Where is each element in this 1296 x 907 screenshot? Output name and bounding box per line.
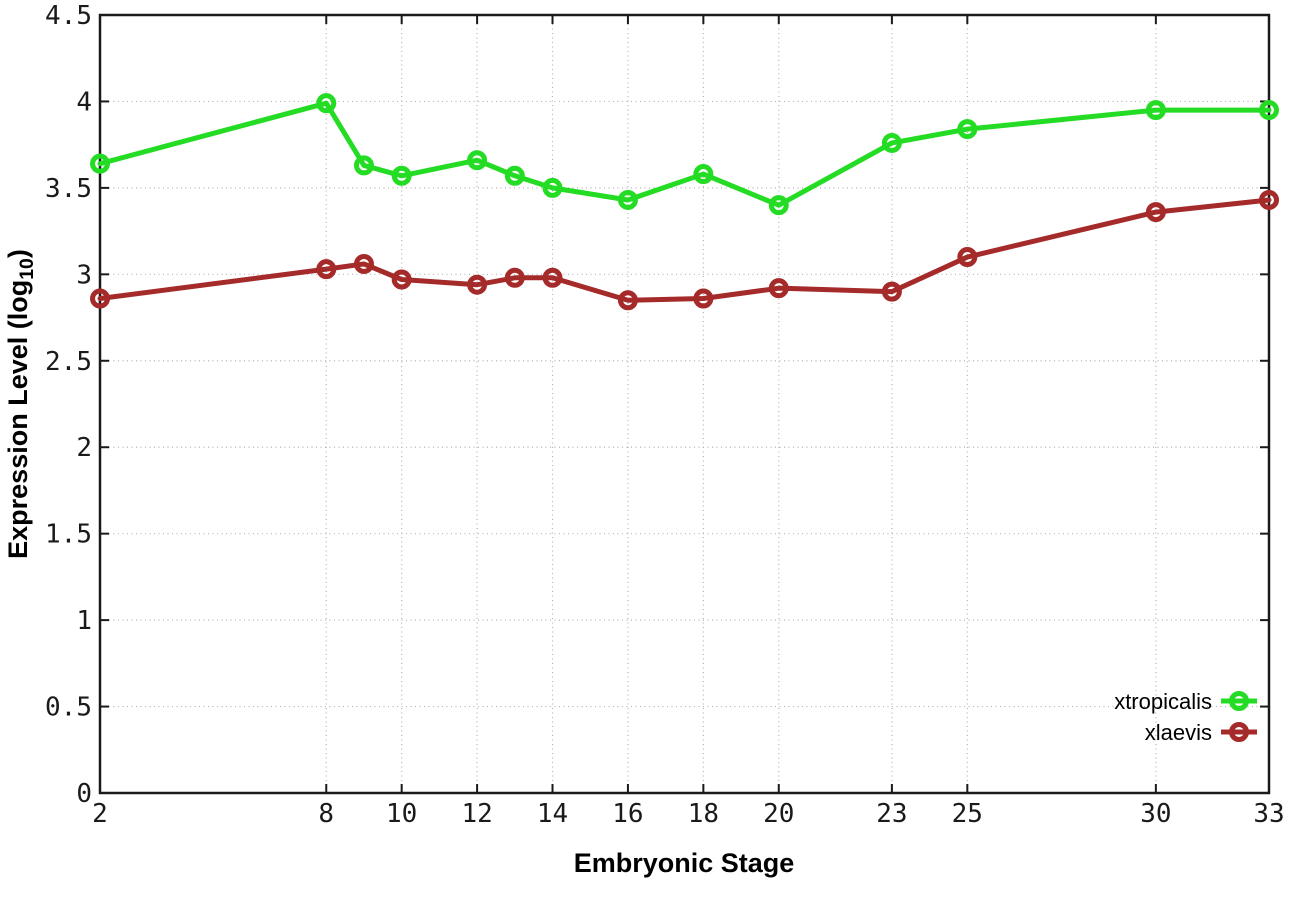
data-point-xtropicalis bbox=[391, 165, 412, 186]
data-point-xtropicalis bbox=[881, 132, 902, 153]
data-point-xtropicalis bbox=[957, 119, 978, 140]
data-point-xlaevis bbox=[693, 288, 714, 309]
legend-label: xlaevis bbox=[1145, 720, 1212, 745]
y-tick-label: 2 bbox=[76, 433, 92, 463]
y-tick-label: 3.5 bbox=[45, 174, 92, 204]
series-line-xtropicalis bbox=[97, 100, 1272, 208]
data-point-xtropicalis bbox=[316, 93, 337, 114]
data-point-xlaevis bbox=[1145, 202, 1166, 223]
x-tick-label: 16 bbox=[612, 799, 643, 829]
x-tick-label: 10 bbox=[386, 799, 417, 829]
data-point-xlaevis bbox=[90, 288, 110, 309]
y-tick-label: 1.5 bbox=[45, 520, 92, 550]
data-point-xtropicalis bbox=[542, 177, 563, 198]
legend-entry: xtropicalis bbox=[1114, 689, 1257, 714]
x-tick-label: 33 bbox=[1253, 799, 1284, 829]
data-point-xtropicalis bbox=[353, 155, 374, 176]
data-point-xlaevis bbox=[504, 267, 525, 288]
data-point-xtropicalis bbox=[768, 195, 789, 216]
y-axis-title-subscript: 10 bbox=[16, 258, 39, 280]
y-tick-label: 4.5 bbox=[45, 1, 92, 31]
data-point-xlaevis bbox=[617, 290, 638, 311]
data-point-xlaevis bbox=[957, 247, 978, 268]
x-axis-title: Embryonic Stage bbox=[573, 848, 795, 878]
y-axis-title: Expression Level (log10) bbox=[3, 249, 39, 559]
data-point-xtropicalis bbox=[90, 153, 110, 174]
x-tick-label: 14 bbox=[537, 799, 568, 829]
y-tick-label: 1 bbox=[76, 606, 92, 636]
x-tick-label: 18 bbox=[688, 799, 719, 829]
y-tick-label: 0.5 bbox=[45, 693, 92, 723]
y-tick-label: 4 bbox=[76, 87, 92, 117]
legend-marker-icon bbox=[1229, 691, 1249, 711]
plot-border bbox=[98, 13, 1271, 795]
data-point-xlaevis bbox=[881, 281, 902, 302]
x-tick-label: 2 bbox=[92, 799, 108, 829]
x-tick-label: 12 bbox=[461, 799, 492, 829]
data-point-xtropicalis bbox=[504, 165, 525, 186]
data-point-xlaevis bbox=[391, 269, 412, 290]
x-tick-label: 20 bbox=[763, 799, 794, 829]
data-point-xlaevis bbox=[542, 267, 563, 288]
y-tick-label: 3 bbox=[76, 260, 92, 290]
data-point-xlaevis bbox=[353, 253, 374, 274]
y-tick-label: 2.5 bbox=[45, 347, 92, 377]
y-axis-title-end: ) bbox=[2, 249, 33, 259]
y-tick-label: 0 bbox=[76, 779, 92, 809]
data-point-xlaevis bbox=[467, 274, 488, 295]
data-point-xlaevis bbox=[768, 278, 789, 299]
x-tick-label: 30 bbox=[1140, 799, 1171, 829]
x-tick-label: 8 bbox=[318, 799, 334, 829]
y-axis-title-main: Expression Level (log bbox=[2, 279, 33, 559]
x-tick-label: 25 bbox=[952, 799, 983, 829]
data-point-xtropicalis bbox=[1259, 100, 1279, 121]
data-point-xtropicalis bbox=[693, 164, 714, 185]
data-point-xtropicalis bbox=[617, 189, 638, 210]
series-line-xlaevis bbox=[97, 197, 1272, 303]
data-point-xtropicalis bbox=[1145, 100, 1166, 121]
legend-entry: xlaevis bbox=[1145, 720, 1257, 745]
legend-label: xtropicalis bbox=[1114, 689, 1212, 714]
data-point-xlaevis bbox=[1259, 189, 1279, 210]
data-point-xtropicalis bbox=[467, 150, 488, 171]
data-point-xlaevis bbox=[316, 259, 337, 280]
x-tick-label: 23 bbox=[876, 799, 907, 829]
legend-marker-icon bbox=[1229, 722, 1249, 742]
